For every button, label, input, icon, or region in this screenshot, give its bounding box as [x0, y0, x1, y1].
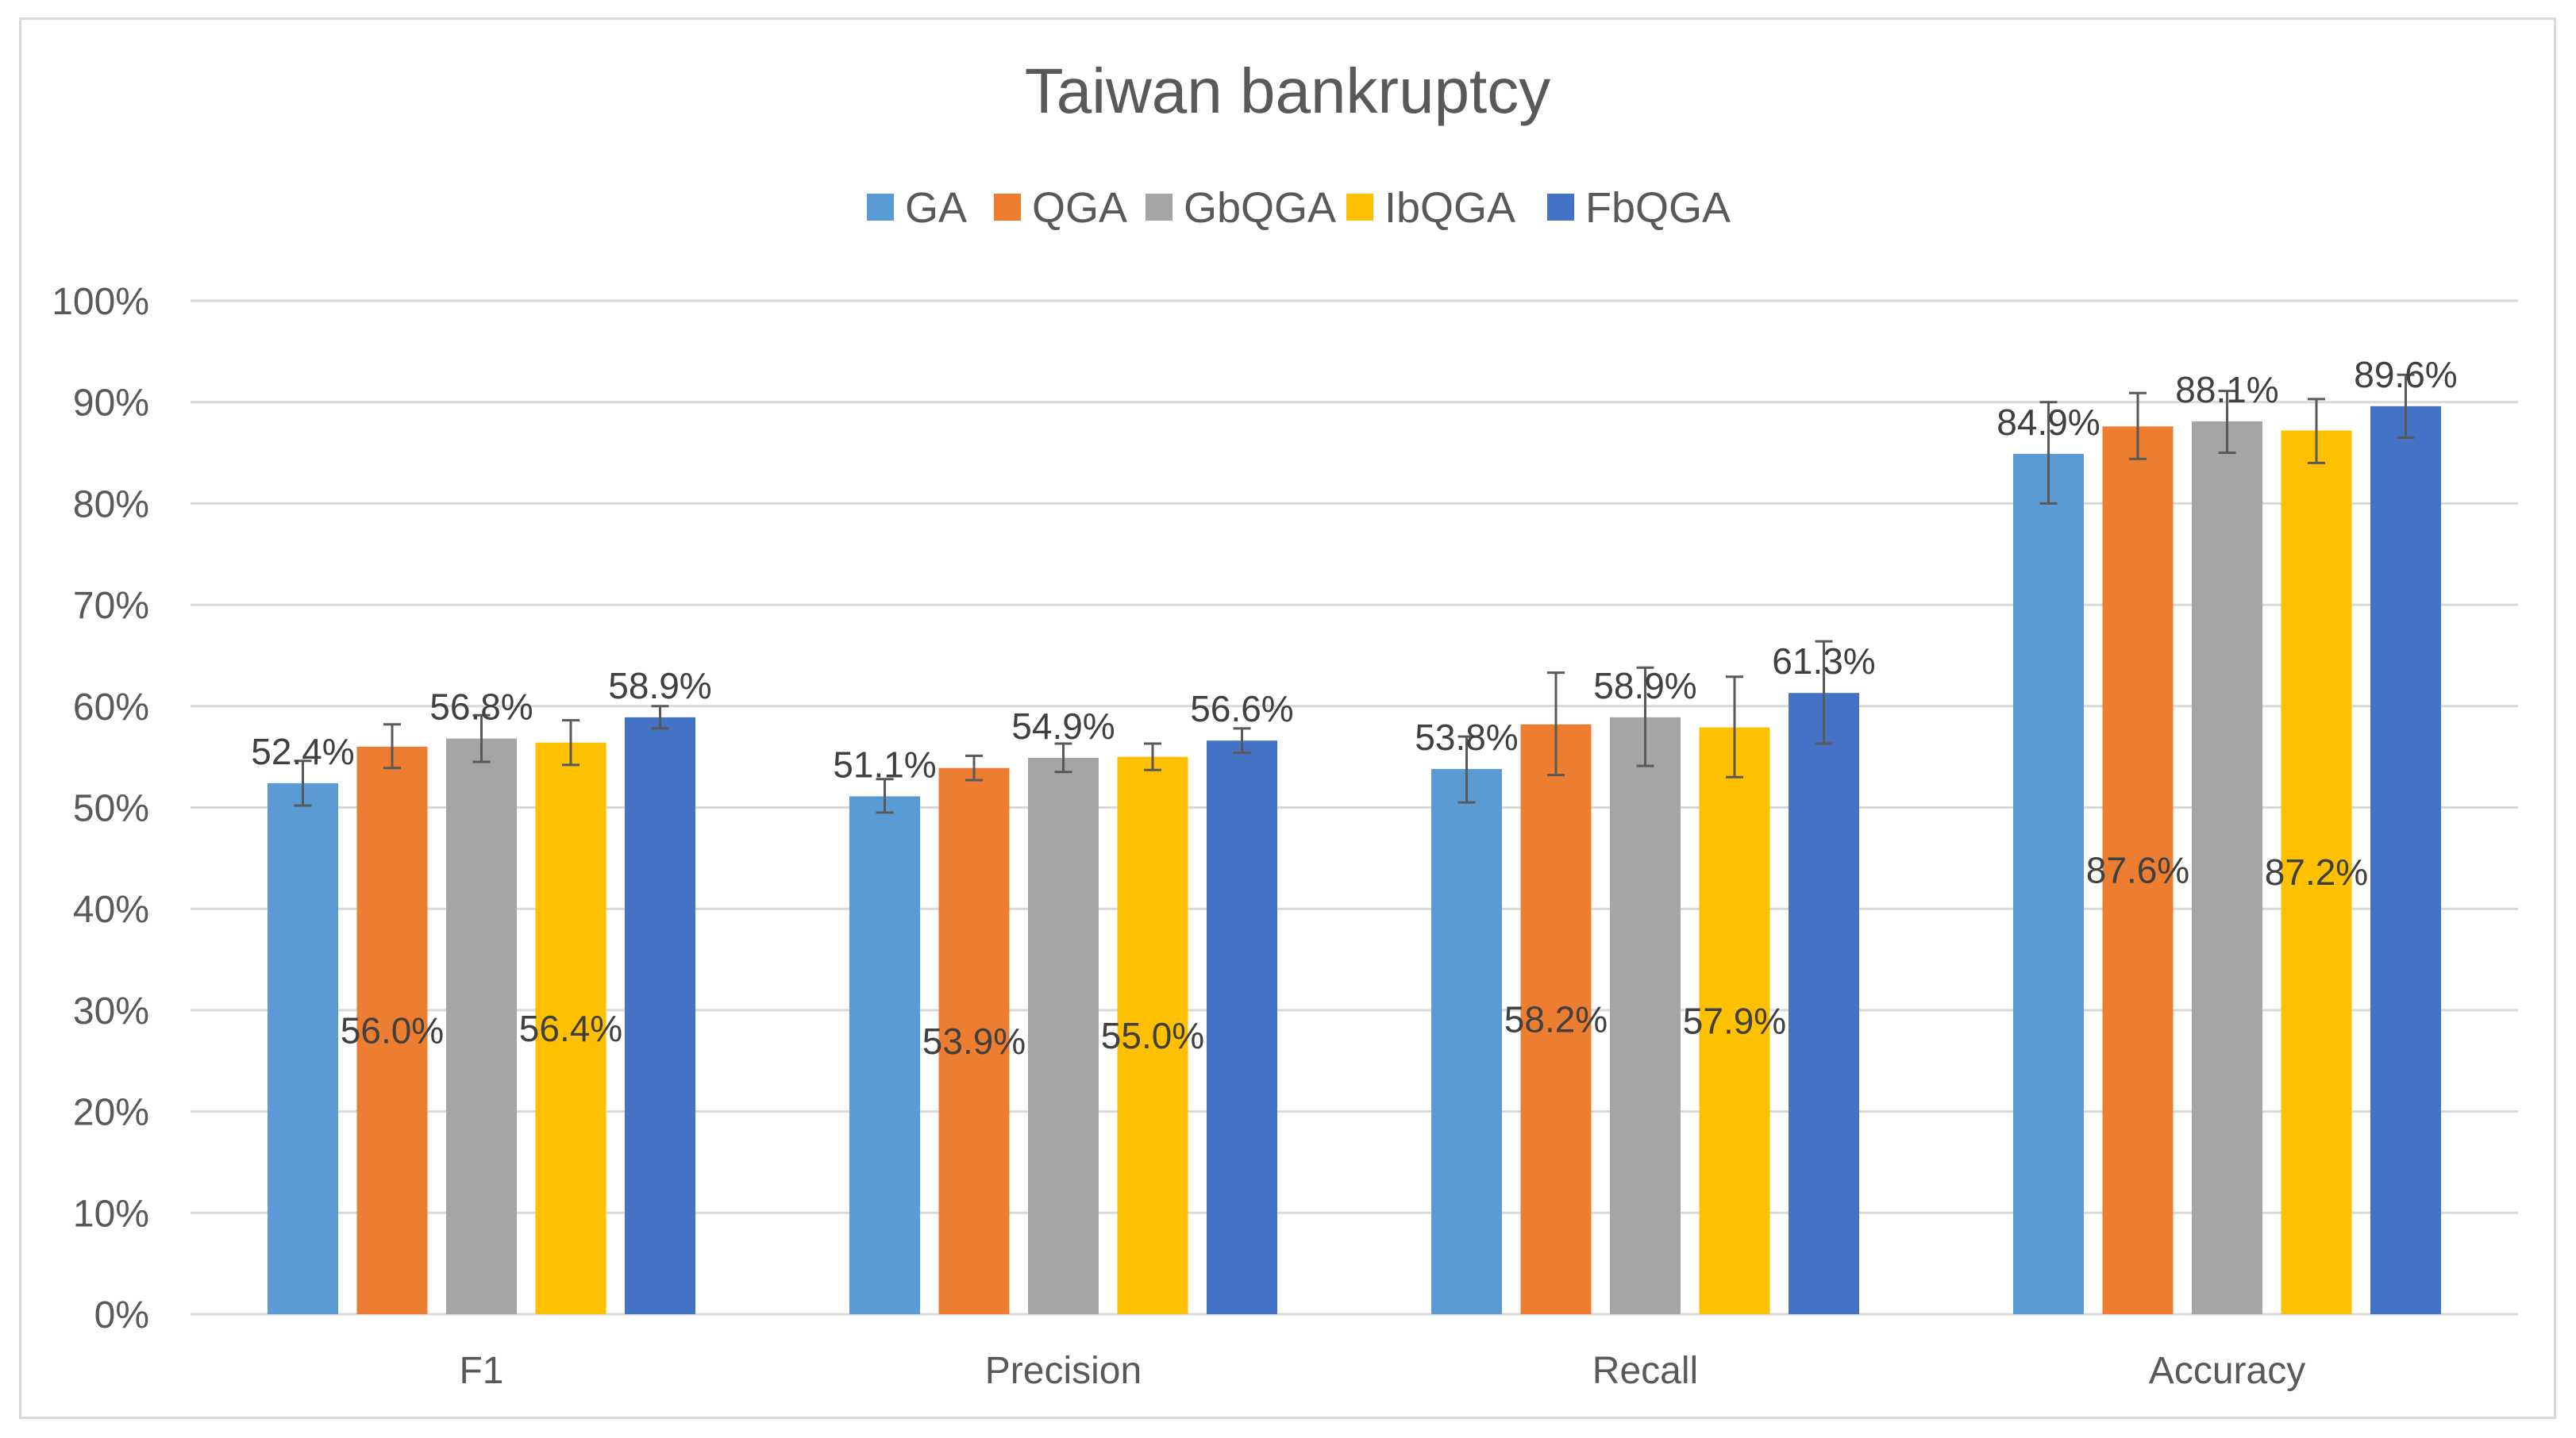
data-label: 58.2% [1504, 998, 1608, 1040]
data-label: 61.3% [1772, 640, 1875, 682]
bar [535, 742, 606, 1314]
y-axis: 0% 10% 20% 30% 40% 50% 60% 70% 80% 90% 100% [52, 281, 149, 1336]
data-label: 53.8% [1415, 717, 1518, 758]
x-axis: F1 Precision Recall Accuracy [459, 1350, 2305, 1392]
y-tick-label: 10% [73, 1193, 149, 1235]
legend-label: FbQGA [1585, 184, 1731, 232]
legend-label: GA [905, 184, 967, 232]
legend-label: QGA [1032, 184, 1127, 232]
bar [2370, 406, 2441, 1315]
y-tick-label: 20% [73, 1092, 149, 1134]
bar [849, 796, 920, 1314]
bar [938, 767, 1010, 1314]
legend-label: IbQGA [1384, 184, 1515, 232]
data-label: 53.9% [922, 1021, 1026, 1062]
bar [1117, 756, 1188, 1314]
legend-label: GbQGA [1184, 184, 1336, 232]
y-tick-label: 90% [73, 383, 149, 425]
bar [2102, 426, 2174, 1314]
bar [1610, 717, 1681, 1314]
legend-swatch [867, 194, 894, 221]
data-label: 88.1% [2175, 369, 2278, 410]
x-tick-label: Accuracy [2149, 1350, 2305, 1392]
y-tick-label: 50% [73, 788, 149, 830]
legend-swatch [1547, 194, 1574, 221]
bar [1520, 724, 1592, 1314]
legend-swatch [1146, 194, 1172, 221]
data-label: 56.0% [341, 1009, 444, 1051]
x-tick-label: Recall [1592, 1350, 1698, 1392]
data-label: 51.1% [833, 744, 936, 785]
bar [1431, 768, 1502, 1314]
error-bars [294, 373, 2415, 814]
y-tick-label: 0% [94, 1294, 149, 1336]
legend-swatch [1346, 194, 1373, 221]
y-tick-label: 40% [73, 889, 149, 931]
data-label: 57.9% [1683, 1000, 1786, 1041]
y-tick-label: 60% [73, 686, 149, 729]
bar [1207, 740, 1277, 1314]
data-label: 55.0% [1101, 1015, 1204, 1056]
bar [446, 738, 517, 1314]
y-tick-label: 70% [73, 585, 149, 627]
bar [268, 782, 338, 1314]
bar [356, 746, 428, 1314]
bar [625, 717, 695, 1314]
bar [1028, 757, 1099, 1314]
x-tick-label: F1 [459, 1350, 503, 1392]
data-label: 56.8% [429, 686, 533, 728]
data-labels: 52.4% 56.0% 56.8% 56.4% 58.9% 51.1% 53.9% 54.9%… [251, 354, 2457, 1062]
data-label: 56.4% [519, 1008, 622, 1049]
data-label: 52.4% [251, 731, 354, 772]
data-label: 56.6% [1190, 688, 1293, 729]
legend-swatch [994, 194, 1021, 221]
bar [1699, 727, 1770, 1314]
y-tick-label: 30% [73, 990, 149, 1032]
data-label: 54.9% [1011, 706, 1115, 747]
x-tick-label: Precision [985, 1350, 1142, 1392]
chart-title: Taiwan bankruptcy [1025, 56, 1551, 126]
bar [2192, 421, 2262, 1314]
bar [2281, 430, 2352, 1314]
legend: GA QGA GbQGA IbQGA FbQGA [867, 184, 1731, 232]
bar [2013, 453, 2084, 1314]
data-label: 58.9% [1593, 665, 1696, 706]
data-label: 84.9% [1996, 402, 2100, 443]
y-tick-label: 100% [52, 281, 149, 323]
data-label: 58.9% [608, 665, 711, 706]
data-label: 87.2% [2265, 852, 2368, 893]
data-label: 89.6% [2354, 354, 2457, 395]
bars [268, 406, 2441, 1315]
y-tick-label: 80% [73, 483, 149, 525]
data-label: 87.6% [2086, 850, 2189, 891]
bar [1789, 693, 1859, 1314]
